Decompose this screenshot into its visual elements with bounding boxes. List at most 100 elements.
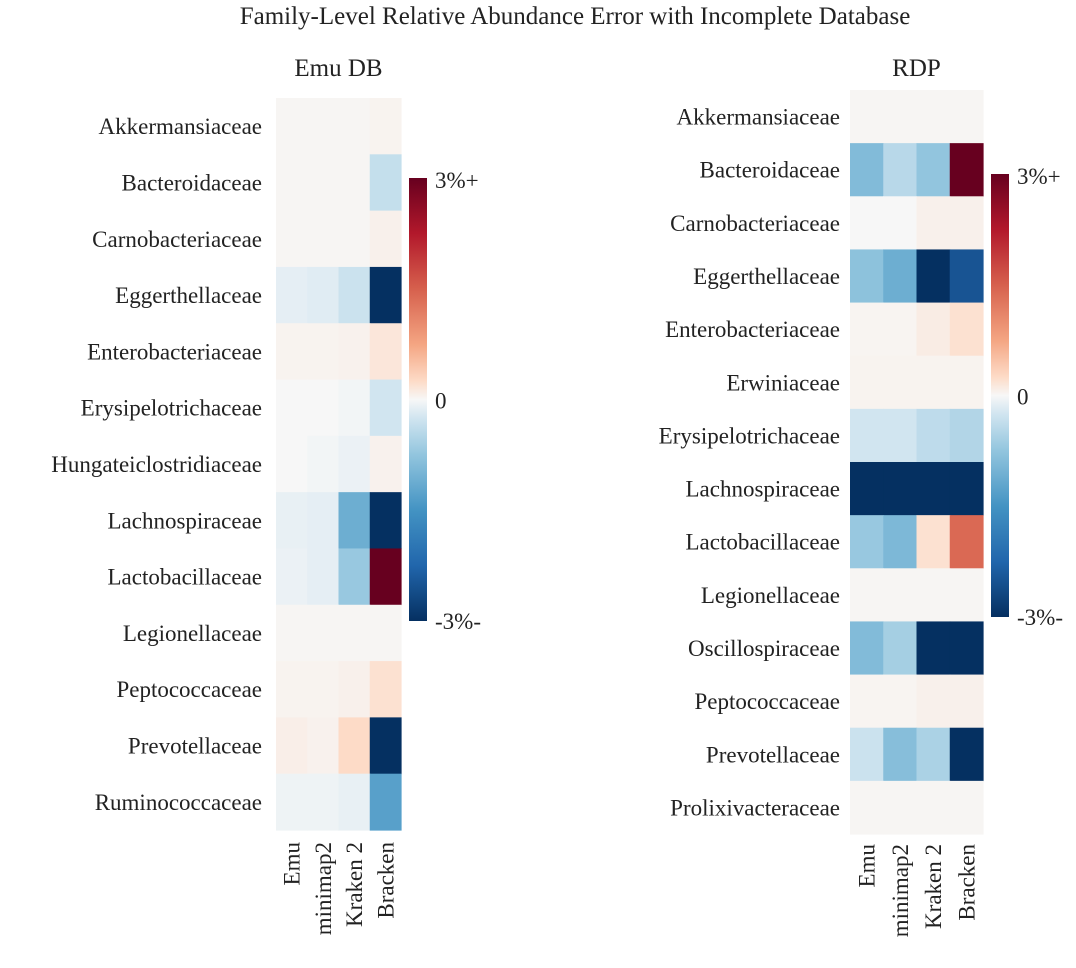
row-label: Peptococcaceae xyxy=(116,677,262,702)
heatmap-cell xyxy=(307,266,340,324)
heatmap-cell xyxy=(916,302,951,357)
heatmap-cell xyxy=(307,717,340,775)
row-label: Erysipelotrichaceae xyxy=(659,423,840,448)
heatmap-cell xyxy=(307,773,340,831)
colorbar xyxy=(409,178,427,621)
heatmap-cell xyxy=(883,727,918,782)
row-label: Enterobacteriaceae xyxy=(87,339,262,364)
heatmap-cell xyxy=(916,408,951,463)
colorbar-max-label: 3%+ xyxy=(435,168,479,193)
column-label: Emu xyxy=(855,844,880,888)
heatmap-cell xyxy=(369,548,402,606)
heatmap-cell xyxy=(949,568,984,623)
heatmap-cell xyxy=(949,515,984,569)
heatmap-cell xyxy=(949,143,984,197)
heatmap-cell xyxy=(850,143,884,197)
row-label: Prevotellaceae xyxy=(706,742,840,767)
heatmap-cell xyxy=(276,379,308,437)
row-label: Legionellaceae xyxy=(701,583,840,608)
heatmap-cell xyxy=(850,408,884,463)
row-label: Erwiniaceae xyxy=(726,370,840,395)
heatmap-cell xyxy=(949,674,984,729)
heatmap-panel-emu-db: Emu DB Akkermansiaceae Bacteroidaceae Carno… xyxy=(51,55,481,935)
row-label: Prevotellaceae xyxy=(128,734,262,759)
heatmap-cell xyxy=(916,674,951,729)
heatmap-cell xyxy=(850,621,884,676)
heatmap-cell xyxy=(276,604,308,662)
colorbar-min-label: -3%- xyxy=(1017,605,1063,630)
colorbar xyxy=(991,174,1009,617)
heatmap-cell xyxy=(307,379,340,437)
heatmap-cell xyxy=(307,154,340,212)
row-label: Ruminococcaceae xyxy=(95,790,262,815)
colorbar-zero-label: 0 xyxy=(435,389,447,414)
heatmap-cell xyxy=(276,492,308,550)
heatmap-cell xyxy=(916,462,951,516)
heatmap-cell xyxy=(949,90,984,144)
row-label: Enterobacteriaceae xyxy=(665,317,840,342)
column-label: Kraken 2 xyxy=(921,844,946,929)
row-label: Lachnospiraceae xyxy=(685,477,840,502)
heatmap-cell xyxy=(850,727,884,782)
row-label: Akkermansiaceae xyxy=(99,114,262,139)
heatmap-cell xyxy=(338,604,371,662)
heatmap-cell xyxy=(916,568,951,623)
heatmap-cell xyxy=(850,462,884,516)
heatmap-cell xyxy=(307,548,340,606)
heatmap-cell xyxy=(369,604,402,662)
heatmap-cell xyxy=(883,249,918,304)
heatmap-cell xyxy=(916,780,951,835)
heatmap-cell xyxy=(883,515,918,569)
heatmap-cell xyxy=(276,435,308,493)
colorbar-max-label: 3%+ xyxy=(1017,164,1061,189)
heatmap-cell xyxy=(949,780,984,835)
heatmap-cell xyxy=(307,210,340,268)
heatmap-cell xyxy=(307,604,340,662)
heatmap-cell xyxy=(883,674,918,729)
heatmap-cell xyxy=(276,717,308,775)
row-label: Oscillospiraceae xyxy=(688,636,840,661)
panel-title: RDP xyxy=(892,55,941,82)
heatmap-cell xyxy=(338,773,371,831)
heatmap-cell xyxy=(338,323,371,381)
heatmap-cell xyxy=(883,621,918,676)
row-label: Bacteroidaceae xyxy=(700,158,840,183)
heatmap-cell xyxy=(276,154,308,212)
heatmap-cell xyxy=(307,435,340,493)
heatmap-cell xyxy=(338,154,371,212)
heatmap-cell xyxy=(338,717,371,775)
figure-title: Family-Level Relative Abundance Error wi… xyxy=(240,3,911,30)
column-label: minimap2 xyxy=(888,844,913,937)
heatmap-cell xyxy=(916,143,951,197)
heatmap-cell xyxy=(307,492,340,550)
heatmap-cell xyxy=(883,462,918,516)
column-label: Emu xyxy=(280,842,305,886)
row-label: Eggerthellaceae xyxy=(115,283,262,308)
heatmap-cell xyxy=(369,98,402,155)
row-label: Lactobacillaceae xyxy=(686,530,841,555)
column-label: minimap2 xyxy=(311,842,336,935)
heatmap-cell xyxy=(916,249,951,304)
row-label: Carnobacteriaceae xyxy=(92,227,262,252)
row-label: Prolixivacteraceae xyxy=(670,795,840,820)
column-label: Bracken xyxy=(954,844,979,921)
row-label: Erysipelotrichaceae xyxy=(81,396,262,421)
heatmap-cell xyxy=(850,780,884,835)
heatmap-cell xyxy=(276,323,308,381)
row-label: Carnobacteriaceae xyxy=(670,211,840,236)
colorbar-zero-label: 0 xyxy=(1017,385,1029,410)
heatmap-cell xyxy=(338,435,371,493)
row-label: Hungateiclostridiaceae xyxy=(51,452,262,477)
heatmap-cell xyxy=(850,674,884,729)
heatmap-cell xyxy=(369,210,402,268)
heatmap-cell xyxy=(276,210,308,268)
heatmap-cell xyxy=(850,568,884,623)
heatmap-cell xyxy=(338,492,371,550)
heatmap-cell xyxy=(850,249,884,304)
heatmap-cell xyxy=(850,196,884,251)
heatmap-cell xyxy=(850,302,884,357)
heatmap-cell xyxy=(338,266,371,324)
heatmap-cell xyxy=(369,717,402,775)
heatmap-cell xyxy=(369,323,402,381)
heatmap-cell xyxy=(883,568,918,623)
